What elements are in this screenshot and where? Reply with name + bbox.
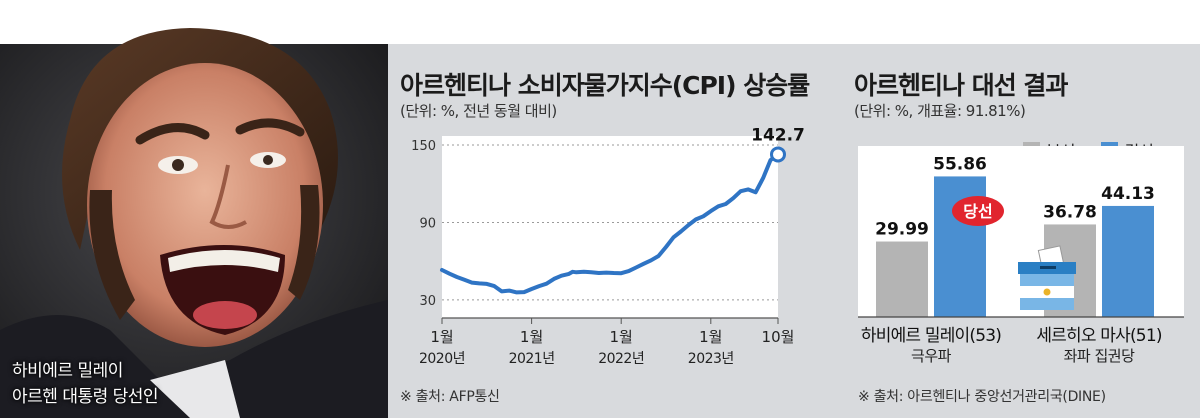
cpi-data-point xyxy=(485,282,488,286)
cpi-data-point xyxy=(679,230,683,233)
bar-value-label: 44.13 xyxy=(1101,184,1155,204)
category-sub-label: 좌파 집권당 xyxy=(1064,347,1135,365)
cpi-data-point xyxy=(605,271,608,274)
bar-value-label: 36.78 xyxy=(1043,202,1097,222)
cpi-data-point xyxy=(702,215,705,218)
cpi-data-point xyxy=(754,191,757,194)
cpi-data-point xyxy=(642,262,645,265)
cpi-data-point xyxy=(694,218,698,221)
cpi-data-point xyxy=(500,290,503,293)
cpi-data-point xyxy=(620,272,623,275)
cpi-data-point xyxy=(440,268,444,272)
x-tick-month: 1월 xyxy=(520,328,543,346)
y-tick-label: 90 xyxy=(419,216,436,231)
cpi-data-point xyxy=(463,278,466,281)
cpi-data-point xyxy=(761,176,765,180)
election-chart-title: 아르헨티나 대선 결과 xyxy=(854,71,1068,100)
cpi-data-point xyxy=(530,287,533,291)
cpi-data-point xyxy=(590,271,593,274)
cpi-chart-title: 아르헨티나 소비자물가지수(CPI) 상승률 xyxy=(400,71,810,100)
cpi-data-point xyxy=(739,190,742,193)
photo-caption-role: 아르헨 대통령 당선인 xyxy=(12,387,159,407)
cpi-end-marker xyxy=(770,146,786,163)
cpi-chart-source: ※ 출처: AFP통신 xyxy=(400,389,500,405)
cpi-data-point xyxy=(478,282,481,285)
category-name-label: 하비에르 밀레이(53) xyxy=(861,326,1001,346)
ballot-box-slot xyxy=(1040,266,1056,269)
ballot-box-sun xyxy=(1043,288,1051,296)
cpi-data-point xyxy=(455,275,459,279)
cpi-chart-unit: (단위: %, 전년 동월 대비) xyxy=(400,102,557,120)
election-chart-unit: (단위: %, 개표율: 91.81%) xyxy=(854,102,1026,120)
cpi-data-point xyxy=(732,197,735,200)
photo-caption-name: 하비에르 밀레이 xyxy=(12,361,123,381)
bar-value-label: 29.99 xyxy=(875,220,929,240)
portrait-illustration xyxy=(0,28,388,418)
cpi-data-point xyxy=(672,236,675,239)
cpi-data-point xyxy=(545,282,548,285)
cpi-data-point xyxy=(537,284,541,288)
cpi-data-point xyxy=(560,274,563,277)
cpi-data-point xyxy=(522,290,526,294)
x-tick-year: 2022년 xyxy=(598,351,644,367)
cpi-data-point xyxy=(717,205,720,208)
winner-badge xyxy=(952,196,1004,226)
cpi-data-point xyxy=(657,254,660,258)
cpi-data-point xyxy=(552,277,556,281)
category-name-label: 세르히오 마사(51) xyxy=(1036,326,1162,346)
cpi-data-point xyxy=(582,270,586,273)
cpi-data-point xyxy=(634,266,638,269)
bar-value-label: 55.86 xyxy=(933,154,987,174)
bar-first-round xyxy=(876,241,928,317)
cpi-end-label: 142.7 xyxy=(751,125,805,145)
category-sub-label: 극우파 xyxy=(911,347,952,365)
cpi-data-point xyxy=(627,269,630,273)
cpi-data-point xyxy=(515,291,518,294)
cpi-data-point xyxy=(746,188,750,191)
cpi-data-point xyxy=(724,202,727,206)
cpi-data-point xyxy=(687,223,690,227)
portrait-photo: 하비에르 밀레이 아르헨 대통령 당선인 xyxy=(0,0,388,418)
winner-badge-label: 당선 xyxy=(963,202,992,221)
x-tick-month: 1월 xyxy=(610,328,633,346)
y-tick-label: 30 xyxy=(419,294,436,309)
cpi-data-point xyxy=(508,289,511,292)
cpi-data-point xyxy=(664,245,668,249)
election-chart-source: ※ 출처: 아르헨티나 중앙선거관리국(DINE) xyxy=(858,389,1106,405)
bar-runoff xyxy=(1102,205,1154,317)
cpi-data-point xyxy=(612,271,615,275)
cpi-data-point xyxy=(448,272,451,275)
x-tick-month: 1월 xyxy=(430,328,453,346)
x-tick-month: 1월 xyxy=(699,328,722,346)
x-tick-year: 2021년 xyxy=(509,351,555,367)
cpi-data-point xyxy=(470,281,474,284)
cpi-data-point xyxy=(571,270,574,273)
cpi-data-point xyxy=(709,209,712,213)
y-tick-label: 150 xyxy=(411,139,436,154)
ballot-box-icon xyxy=(1018,245,1076,310)
x-tick-year: 2023년 xyxy=(688,351,734,367)
cpi-data-point xyxy=(597,271,600,275)
cpi-data-point xyxy=(649,259,653,262)
x-tick-year: 2020년 xyxy=(419,351,465,367)
x-tick-month: 10월 xyxy=(762,328,795,346)
cpi-data-point xyxy=(493,284,496,288)
cpi-data-point xyxy=(575,271,578,274)
cpi-data-point xyxy=(567,272,571,276)
cpi-data-point xyxy=(769,158,772,162)
